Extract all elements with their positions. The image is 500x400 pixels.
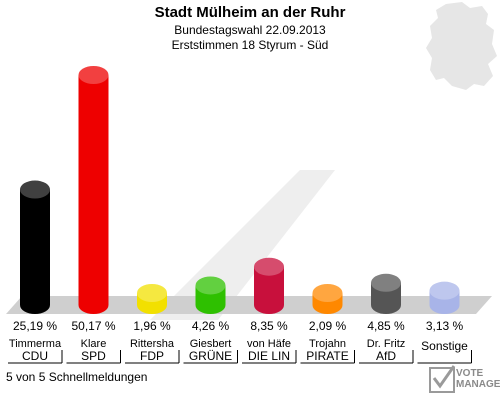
party-label: Sonstige bbox=[421, 339, 468, 353]
logo-text: VOTE MANAGER bbox=[456, 368, 500, 390]
chart-title: Stadt Mülheim an der Ruhr bbox=[154, 4, 346, 21]
bar-cap bbox=[20, 180, 50, 199]
value-label: 3,13 % bbox=[426, 319, 464, 333]
value-label: 4,26 % bbox=[192, 319, 230, 333]
candidate-label: Timmerma bbox=[9, 338, 62, 350]
logo-line-2: MANAGER bbox=[456, 379, 500, 390]
footer-status: 5 von 5 Schnellmeldungen bbox=[6, 370, 148, 384]
bar-spd bbox=[78, 75, 109, 314]
bar-cap bbox=[429, 281, 460, 300]
chart-floor bbox=[6, 296, 492, 314]
bar-cap bbox=[195, 276, 226, 295]
party-label: PIRATE bbox=[306, 349, 348, 363]
bar-cap bbox=[371, 273, 401, 292]
logo-line-1: VOTE bbox=[456, 368, 484, 379]
candidate-label: Trojahn bbox=[309, 338, 346, 350]
bar-cap bbox=[137, 284, 167, 302]
value-label: 50,17 % bbox=[71, 319, 115, 333]
party-label: SPD bbox=[81, 349, 106, 363]
bar-die-lin bbox=[254, 266, 284, 314]
votemanager-logo bbox=[429, 365, 456, 393]
value-label: 25,19 % bbox=[13, 319, 57, 333]
germany-map-icon bbox=[426, 2, 497, 90]
bar-cap bbox=[312, 284, 343, 302]
party-label: GRÜNE bbox=[189, 349, 232, 363]
value-label: 1,96 % bbox=[133, 319, 171, 333]
diagonal-decoration bbox=[150, 170, 335, 320]
value-label: 2,09 % bbox=[309, 319, 347, 333]
candidate-label: Dr. Fritz bbox=[367, 338, 406, 350]
bar-cap bbox=[254, 257, 284, 276]
bar-cdu bbox=[20, 189, 50, 314]
party-label: DIE LIN bbox=[248, 349, 290, 363]
party-label: FDP bbox=[140, 349, 164, 363]
bar-cap bbox=[78, 66, 109, 84]
value-label: 4,85 % bbox=[367, 319, 405, 333]
candidate-label: von Häfe bbox=[247, 338, 291, 350]
chart-subtitle: Bundestagswahl 22.09.2013 bbox=[174, 23, 326, 37]
district-label: Erststimmen 18 Styrum - Süd bbox=[171, 38, 329, 52]
value-label: 8,35 % bbox=[250, 319, 288, 333]
party-label: AfD bbox=[376, 349, 396, 363]
candidate-label: Giesbert bbox=[190, 338, 232, 350]
candidate-label: Klare bbox=[81, 338, 107, 350]
candidate-label: Rittersha bbox=[130, 338, 175, 350]
bar-afd bbox=[371, 282, 401, 314]
party-label: CDU bbox=[22, 349, 48, 363]
